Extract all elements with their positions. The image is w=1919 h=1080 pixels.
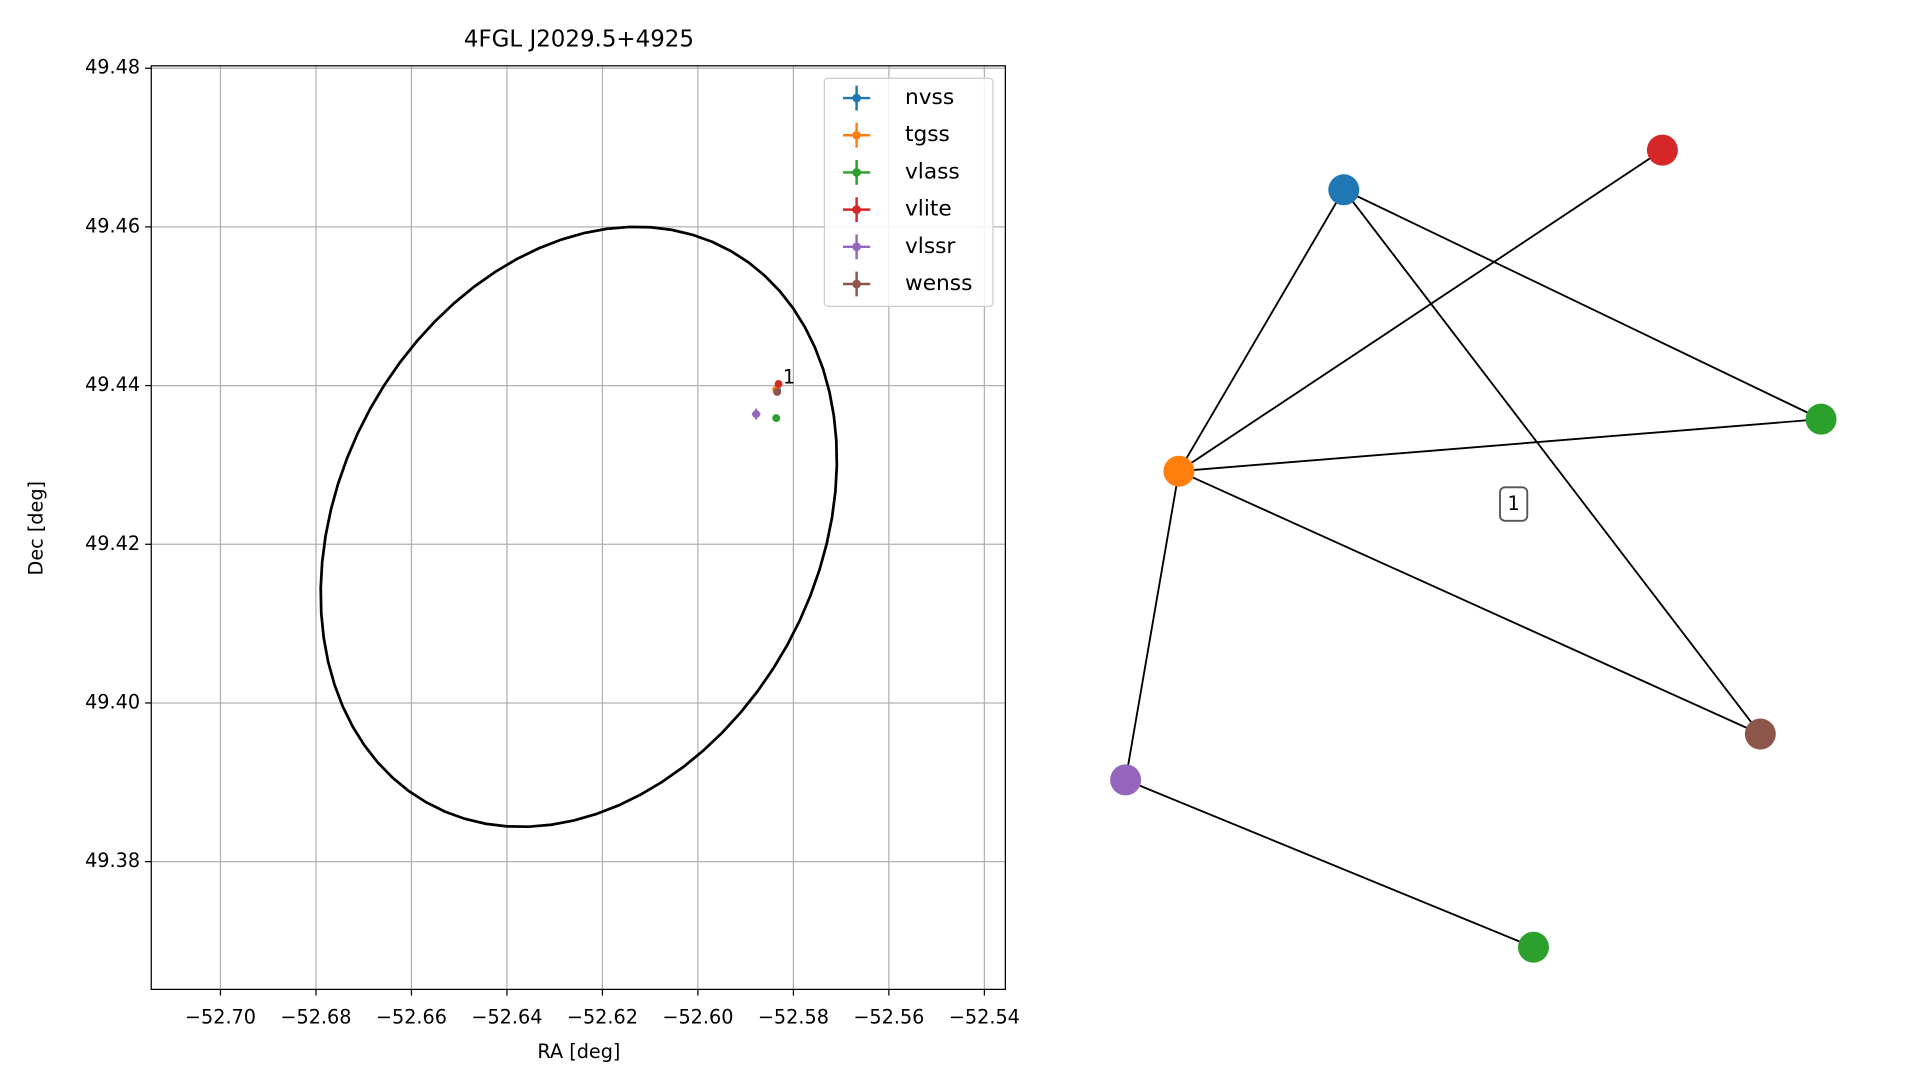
legend-label: vlass: [905, 159, 960, 184]
point: [773, 387, 782, 396]
legend-marker: [852, 130, 861, 140]
legend-marker: [852, 93, 861, 103]
y-tick-label: 49.46: [85, 214, 140, 237]
x-tick-label: −52.66: [376, 1005, 447, 1028]
edge: [1343, 189, 1762, 735]
node: [1646, 134, 1678, 166]
legend-label: nvss: [905, 85, 954, 110]
component-label-box: [1499, 486, 1529, 522]
error-ellipse: [319, 225, 839, 829]
legend-marker: [852, 279, 861, 289]
edge: [1343, 188, 1822, 420]
x-tick-label: −52.58: [758, 1005, 829, 1028]
x-tick-label: −52.62: [567, 1005, 638, 1028]
annotation: 1: [783, 365, 795, 388]
point: [772, 414, 781, 423]
edge: [1178, 189, 1345, 472]
x-axis-label: RA [deg]: [537, 1040, 620, 1063]
plot-frame: [150, 65, 1006, 990]
node: [1805, 403, 1837, 435]
y-tick-label: 49.44: [85, 373, 140, 396]
node: [1517, 931, 1549, 963]
legend-label: tgss: [905, 122, 950, 147]
node: [1163, 455, 1195, 487]
point: [774, 380, 783, 388]
y-axis-label: Dec [deg]: [25, 481, 48, 575]
x-tick-label: −52.56: [853, 1005, 924, 1028]
node: [1110, 764, 1142, 796]
edge: [1178, 470, 1761, 735]
edge: [1125, 779, 1534, 949]
y-tick-label: 49.38: [85, 849, 140, 872]
x-tick-label: −52.54: [949, 1005, 1020, 1028]
legend-label: wenss: [905, 271, 972, 296]
edge: [1178, 149, 1663, 472]
legend-marker: [852, 205, 861, 214]
legend-marker: [852, 242, 861, 252]
x-tick-label: −52.70: [185, 1005, 256, 1028]
chart-title: 4FGL J2029.5+4925: [464, 26, 694, 52]
node: [1328, 174, 1360, 206]
legend-label: vlssr: [905, 234, 955, 259]
y-tick-label: 49.42: [85, 532, 140, 555]
edge: [1178, 418, 1822, 473]
legend-label: vlite: [905, 197, 952, 222]
legend-marker: [852, 168, 861, 177]
x-tick-label: −52.60: [662, 1005, 733, 1028]
x-tick-label: −52.68: [280, 1005, 351, 1028]
x-tick-label: −52.64: [471, 1005, 542, 1028]
component-label: 1: [1508, 492, 1520, 515]
y-tick-label: 49.40: [85, 690, 140, 713]
edge: [1124, 471, 1180, 781]
y-tick-label: 49.48: [85, 56, 140, 79]
point: [752, 410, 761, 419]
node: [1744, 718, 1776, 750]
